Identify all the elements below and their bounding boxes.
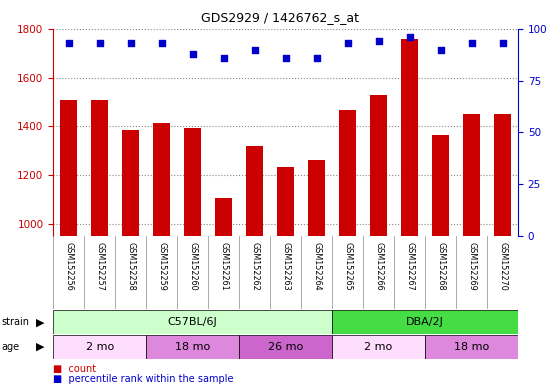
Text: GSM152270: GSM152270 (498, 242, 507, 291)
Bar (53, 310, 332, 334)
Text: GSM152258: GSM152258 (126, 242, 135, 291)
Text: GSM152256: GSM152256 (64, 242, 73, 291)
Text: GSM152261: GSM152261 (219, 242, 228, 291)
Point (219, 55, 228, 61)
Bar (239, 335, 332, 359)
Text: GSM152265: GSM152265 (343, 242, 352, 291)
Bar (370, 95, 387, 236)
Bar (146, 335, 239, 359)
Point (467, 40, 476, 46)
Bar (339, 110, 356, 236)
Bar (425, 335, 518, 359)
Text: GSM152268: GSM152268 (436, 242, 445, 291)
Text: 2 mo: 2 mo (365, 342, 393, 352)
Bar (277, 167, 294, 236)
Text: GSM152263: GSM152263 (281, 242, 290, 291)
Point (498, 40, 507, 46)
Bar (184, 127, 201, 236)
Point (126, 40, 135, 46)
Text: strain: strain (2, 317, 30, 327)
Bar (463, 114, 480, 236)
Bar (53, 335, 146, 359)
Point (64, 40, 73, 46)
Point (188, 51, 197, 57)
Point (281, 55, 290, 61)
Point (250, 46, 259, 53)
Bar (332, 310, 518, 334)
Bar (308, 160, 325, 236)
Text: 2 mo: 2 mo (86, 342, 114, 352)
Text: 18 mo: 18 mo (454, 342, 489, 352)
Bar (215, 198, 232, 236)
Text: GSM152260: GSM152260 (188, 242, 197, 291)
Point (405, 34, 414, 40)
Bar (91, 99, 108, 236)
Text: GSM152269: GSM152269 (467, 242, 476, 291)
Bar (153, 123, 170, 236)
Point (312, 55, 321, 61)
Text: ▶: ▶ (36, 317, 45, 327)
Text: 18 mo: 18 mo (175, 342, 210, 352)
Point (374, 38, 383, 44)
Text: C57BL/6J: C57BL/6J (168, 317, 217, 327)
Text: ■  percentile rank within the sample: ■ percentile rank within the sample (53, 374, 234, 384)
Bar (494, 114, 511, 236)
Point (436, 46, 445, 53)
Bar (432, 135, 449, 236)
Point (157, 40, 166, 46)
Bar (122, 130, 139, 236)
Text: GSM152259: GSM152259 (157, 242, 166, 291)
Text: ■  count: ■ count (53, 364, 96, 374)
Bar (401, 38, 418, 236)
Point (95, 40, 104, 46)
Text: age: age (2, 342, 20, 352)
Text: GDS2929 / 1426762_s_at: GDS2929 / 1426762_s_at (201, 12, 359, 25)
Point (343, 40, 352, 46)
Text: GSM152267: GSM152267 (405, 242, 414, 291)
Bar (332, 335, 425, 359)
Text: GSM152266: GSM152266 (374, 242, 383, 291)
Text: ▶: ▶ (36, 342, 45, 352)
Text: GSM152262: GSM152262 (250, 242, 259, 291)
Text: DBA/2J: DBA/2J (406, 317, 444, 327)
Text: GSM152257: GSM152257 (95, 242, 104, 291)
Bar (60, 99, 77, 236)
Bar (246, 146, 263, 236)
Text: GSM152264: GSM152264 (312, 242, 321, 291)
Text: 26 mo: 26 mo (268, 342, 303, 352)
